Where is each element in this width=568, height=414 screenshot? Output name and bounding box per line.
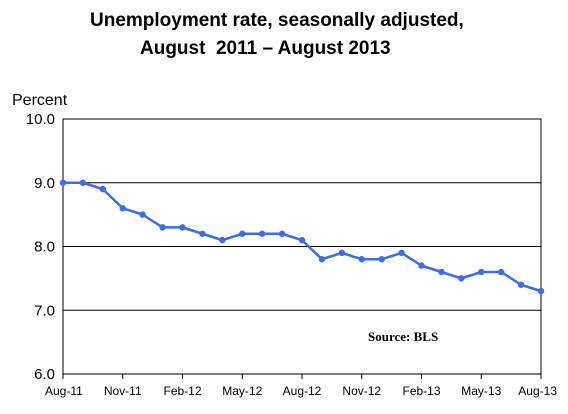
y-axis-label: Percent	[12, 92, 68, 109]
data-point	[79, 179, 87, 186]
data-point	[338, 249, 346, 257]
data-point	[418, 262, 425, 269]
data-point	[119, 205, 126, 212]
x-tick-label: May-13	[461, 384, 501, 398]
data-point	[318, 256, 326, 263]
data-point	[239, 230, 246, 237]
data-point	[497, 268, 505, 276]
x-tick-label: Feb-13	[402, 384, 440, 398]
data-point	[537, 287, 545, 295]
y-tick-label: 8.0	[34, 239, 55, 256]
data-points	[59, 179, 545, 295]
chart-title: Unemployment rate, seasonally adjusted,	[90, 10, 464, 31]
y-axis-ticks: 6.0 7.0 8.0 9.0 10.0	[26, 111, 55, 383]
data-point	[59, 179, 67, 186]
data-point	[179, 224, 186, 231]
data-point	[139, 211, 146, 218]
x-tick-label: Feb-12	[163, 384, 201, 398]
x-tick-label: Nov-12	[342, 384, 381, 398]
data-point	[278, 230, 286, 237]
data-point	[219, 236, 226, 244]
data-point	[258, 230, 266, 237]
data-point	[378, 256, 385, 263]
x-axis-ticks: Aug-11 Nov-11 Feb-12 May-12 Aug-12 Nov-12 Feb-…	[45, 374, 557, 398]
x-tick-label: Aug-13	[518, 384, 557, 398]
data-point	[99, 185, 107, 193]
data-point	[159, 224, 166, 231]
data-point	[438, 268, 445, 276]
source-annotation: Source: BLS	[368, 329, 438, 344]
x-tick-label: Aug-12	[283, 384, 322, 398]
x-tick-label: May-12	[222, 384, 262, 398]
x-tick-label: Aug-11	[45, 384, 83, 398]
chart-subtitle: August 2011 – August 2013	[140, 38, 391, 59]
data-point	[358, 256, 365, 263]
data-point	[298, 236, 306, 244]
data-point	[478, 268, 485, 276]
data-point	[199, 230, 206, 237]
y-tick-label: 10.0	[26, 111, 55, 128]
y-tick-label: 6.0	[34, 366, 55, 383]
data-point	[517, 281, 525, 288]
x-tick-label: Nov-11	[104, 384, 142, 398]
y-tick-label: 7.0	[34, 302, 55, 319]
data-point	[458, 275, 465, 282]
gridlines	[63, 182, 541, 311]
data-point	[398, 249, 405, 257]
y-tick-label: 9.0	[34, 175, 55, 192]
